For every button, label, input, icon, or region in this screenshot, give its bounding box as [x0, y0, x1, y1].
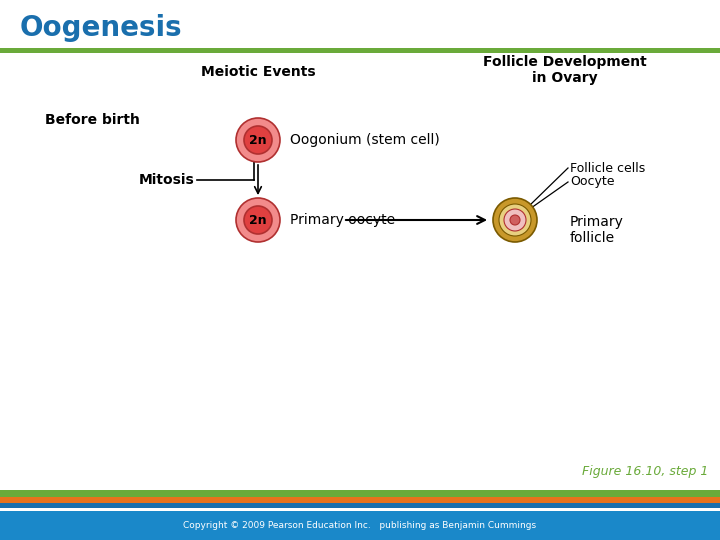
Text: Oogonium (stem cell): Oogonium (stem cell)	[290, 133, 440, 147]
Text: Oogenesis: Oogenesis	[20, 14, 183, 42]
Text: Figure 16.10, step 1: Figure 16.10, step 1	[582, 465, 708, 478]
FancyBboxPatch shape	[0, 497, 720, 503]
Text: Oocyte: Oocyte	[570, 176, 614, 188]
Text: Follicle Development
in Ovary: Follicle Development in Ovary	[483, 55, 647, 85]
Circle shape	[244, 126, 272, 154]
FancyBboxPatch shape	[0, 503, 720, 508]
Circle shape	[510, 215, 520, 225]
FancyBboxPatch shape	[0, 48, 720, 53]
Text: 2n: 2n	[249, 133, 267, 146]
FancyBboxPatch shape	[0, 511, 720, 540]
Circle shape	[504, 209, 526, 231]
Text: Primary oocyte: Primary oocyte	[290, 213, 395, 227]
Text: Before birth: Before birth	[45, 113, 140, 127]
Circle shape	[236, 198, 280, 242]
Text: Meiotic Events: Meiotic Events	[201, 65, 315, 79]
Circle shape	[236, 118, 280, 162]
Text: 2n: 2n	[249, 213, 267, 226]
FancyBboxPatch shape	[0, 508, 720, 511]
Circle shape	[493, 198, 537, 242]
Text: Mitosis: Mitosis	[139, 173, 195, 187]
Circle shape	[499, 204, 531, 236]
Circle shape	[244, 206, 272, 234]
FancyBboxPatch shape	[0, 490, 720, 497]
Text: Primary
follicle: Primary follicle	[570, 215, 624, 245]
Text: Copyright © 2009 Pearson Education Inc.   publishing as Benjamin Cummings: Copyright © 2009 Pearson Education Inc. …	[184, 521, 536, 530]
Text: Follicle cells: Follicle cells	[570, 161, 645, 174]
